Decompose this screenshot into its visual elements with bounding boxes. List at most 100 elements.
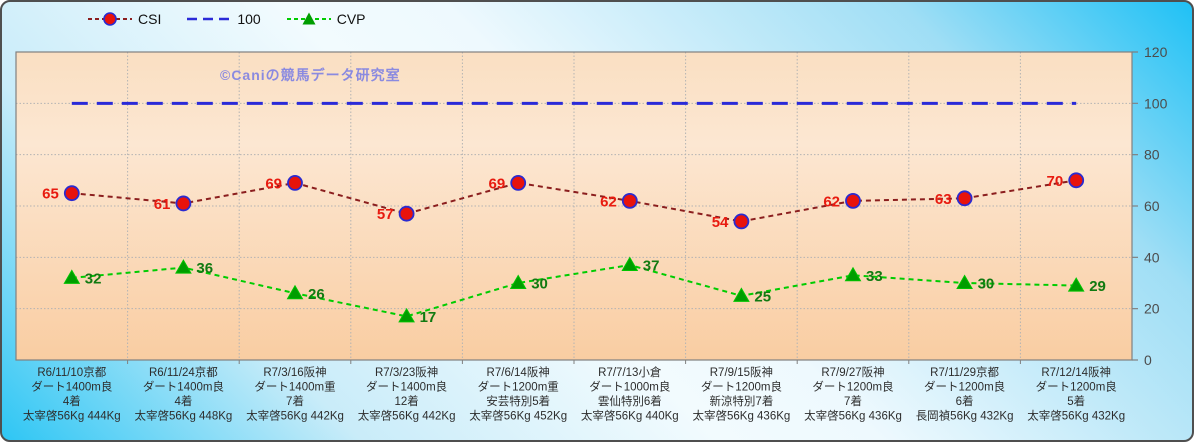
x-category-label: R7/11/29京都ダート1200m良 6着長岡禎56Kg 432Kg	[916, 365, 1014, 423]
x-category-label-line: 新涼特別7着	[709, 394, 773, 408]
x-category-label-line: ダート1200m良	[812, 380, 893, 394]
csi-point-label: 61	[154, 196, 171, 213]
legend-label-csi: CSI	[138, 11, 162, 27]
cvp-point-label: 29	[1089, 278, 1106, 295]
legend-item-100: 100	[187, 10, 261, 28]
cvp-point-label: 32	[85, 270, 102, 287]
x-category-label-line: 太宰啓56Kg 442Kg	[246, 409, 344, 423]
x-category-label-line: R7/3/16阪神	[263, 365, 326, 379]
csi-point-label: 69	[489, 175, 506, 192]
x-category-label: R7/3/16阪神ダート1400m重 7着太宰啓56Kg 442Kg	[246, 365, 344, 423]
cvp-point	[175, 259, 192, 274]
csi-point	[175, 195, 192, 212]
cvp-point	[509, 274, 527, 289]
cvp-point-label: 25	[754, 288, 771, 305]
legend-label-cvp: CVP	[336, 11, 366, 27]
cvp-point	[398, 307, 415, 323]
csi-point	[621, 192, 638, 209]
cvp-point	[733, 287, 750, 302]
legend-item-csi: CSI	[88, 10, 161, 28]
x-category-label-line: 太宰啓56Kg 444Kg	[23, 409, 121, 423]
csi-point	[398, 205, 415, 222]
x-category-label-line: R7/9/15阪神	[710, 365, 773, 379]
x-category-label-line: R7/6/14阪神	[487, 365, 550, 379]
cvp-point-label: 30	[531, 276, 548, 293]
x-category-label-line: 6着	[956, 394, 974, 408]
x-category-label-line: R7/9/27阪神	[821, 365, 884, 379]
cvp-point-label: 33	[866, 268, 883, 285]
cvp-point	[286, 284, 304, 300]
x-category-label-line: R6/11/24京都	[149, 365, 218, 379]
csi-point-label: 57	[377, 206, 394, 223]
csi-sample-marker	[103, 12, 117, 26]
x-category-label-line: ダート1200m良	[701, 380, 782, 394]
cvp-point	[956, 274, 973, 289]
x-category-label: R7/12/14阪神ダート1200m良 5着太宰啓56Kg 432Kg	[1027, 365, 1125, 423]
legend-item-cvp: CVP	[286, 10, 366, 28]
x-category-label-line: ダート1200m重	[478, 380, 559, 394]
x-category-label-line: 5着	[1067, 394, 1085, 408]
watermark-text: ©Caniの競馬データ研究室	[220, 67, 401, 83]
x-category-label-line: 太宰啓56Kg 442Kg	[358, 409, 456, 423]
x-category-label-line: 長岡禎56Kg 432Kg	[916, 410, 1014, 423]
x-category-label-line: R7/12/14阪神	[1041, 365, 1111, 379]
csi-point-label: 70	[1047, 173, 1064, 190]
x-category-label-line: 太宰啓56Kg 432Kg	[1027, 409, 1125, 423]
csi-point-label: 62	[600, 193, 617, 210]
csi-point-label: 69	[265, 175, 282, 192]
x-category-label-line: 太宰啓56Kg 436Kg	[804, 409, 902, 423]
cvp-point-label: 30	[978, 276, 995, 293]
y-axis-tick-label: 120	[1144, 44, 1168, 60]
x-category-label-line: 7着	[844, 394, 862, 408]
x-category-label-line: R7/11/29京都	[930, 365, 999, 379]
csi-point	[733, 213, 750, 230]
cvp-point-label: 36	[196, 260, 213, 277]
x-category-label: R6/11/10京都ダート1400m良 4着太宰啓56Kg 444Kg	[23, 365, 121, 423]
x-category-label-line: ダート1400m良	[31, 380, 112, 394]
x-category-label-line: 7着	[286, 394, 304, 408]
x-category-label-line: 太宰啓56Kg 448Kg	[134, 409, 232, 423]
x-category-label-line: 太宰啓56Kg 436Kg	[692, 409, 790, 423]
x-category-label-line: 4着	[174, 394, 192, 408]
csi-point-label: 62	[823, 193, 840, 210]
x-category-label-line: 太宰啓56Kg 440Kg	[581, 409, 679, 423]
x-category-label: R7/6/14阪神ダート1200m重安芸特別5着太宰啓56Kg 452Kg	[469, 365, 567, 423]
csi-line	[71, 179, 1077, 223]
cvp-point	[1067, 277, 1085, 292]
x-category-label-line: ダート1400m良	[143, 380, 224, 394]
x-category-label: R7/3/23阪神ダート1400m良 12着太宰啓56Kg 442Kg	[358, 365, 456, 423]
x-category-label-line: R7/7/13小倉	[598, 365, 662, 379]
y-axis-tick-label: 100	[1144, 95, 1168, 111]
cvp-line	[71, 264, 1077, 318]
cvp-sample-marker	[302, 12, 316, 25]
csi-point	[287, 174, 303, 191]
y-axis-tick-label: 80	[1144, 147, 1160, 163]
x-category-label: R7/7/13小倉ダート1000m良雲仙特別6着太宰啓56Kg 440Kg	[581, 365, 679, 423]
csi-point-label: 63	[935, 191, 952, 208]
csi-point	[63, 185, 80, 202]
y-axis-tick-label: 60	[1144, 198, 1160, 214]
csi-line-sample-icon	[88, 12, 132, 26]
cvp-point	[844, 266, 862, 282]
x-category-label-line: 太宰啓56Kg 452Kg	[469, 409, 567, 423]
csi-point	[845, 192, 861, 209]
cvp-point	[621, 256, 639, 272]
x-category-label-line: ダート1200m良	[924, 380, 1005, 394]
x-category-label-line: R7/3/23阪神	[375, 365, 438, 379]
x-category-label-line: 12着	[394, 394, 418, 408]
hundred-line-sample-icon	[187, 17, 232, 21]
plot-background	[16, 52, 1132, 360]
csi-point-label: 54	[712, 214, 729, 231]
x-category-label-line: R6/11/10京都	[37, 365, 106, 379]
x-category-label-line: ダート1400m重	[254, 380, 335, 394]
cvp-line-sample-icon	[286, 12, 331, 25]
x-category-label: R6/11/24京都ダート1400m良 4着太宰啓56Kg 448Kg	[134, 365, 232, 423]
y-axis-tick-label: 40	[1144, 249, 1160, 265]
csi-point	[956, 190, 973, 207]
x-category-label-line: 4着	[63, 394, 81, 408]
x-category-label-line: ダート1400m良	[366, 380, 447, 394]
y-axis-tick-label: 20	[1144, 301, 1160, 317]
cvp-point-label: 17	[420, 309, 437, 326]
